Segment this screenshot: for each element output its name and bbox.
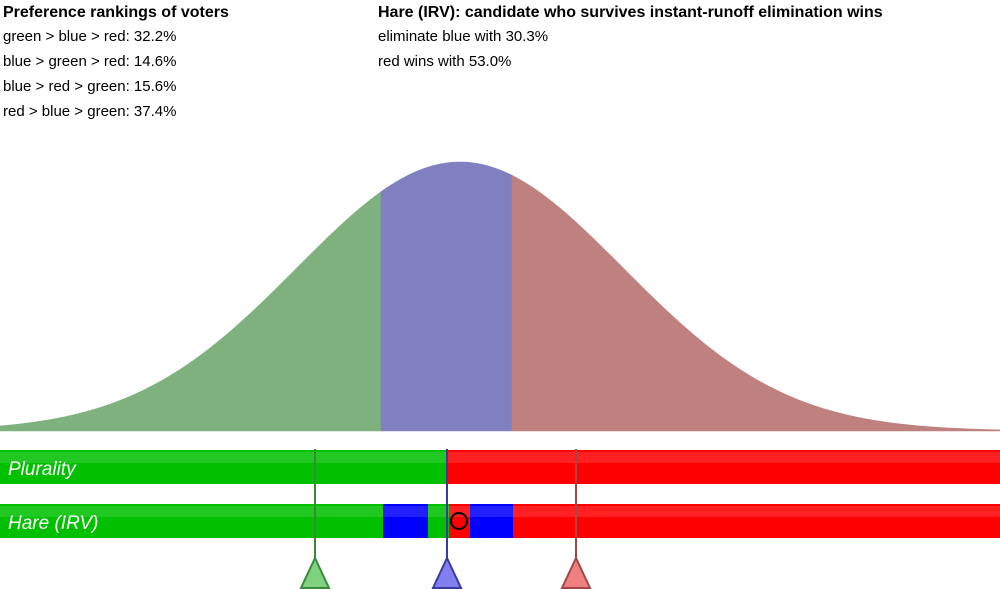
green-voter-region xyxy=(0,191,382,432)
red-segment xyxy=(449,504,470,538)
green-candidate-triangle[interactable] xyxy=(299,555,331,589)
red-candidate-triangle[interactable] xyxy=(560,555,592,589)
bar-highlight xyxy=(383,506,428,517)
median-voter-marker xyxy=(450,512,468,530)
blue-segment xyxy=(470,504,513,538)
red-segment xyxy=(513,504,1000,538)
preference-ranking: blue > green > red: 14.6% xyxy=(3,53,177,70)
preference-ranking: red > blue > green: 37.4% xyxy=(3,103,177,120)
bar-highlight xyxy=(449,506,470,517)
bar-highlight xyxy=(428,506,449,517)
candidate-markers xyxy=(299,449,592,589)
red-segment xyxy=(446,450,1000,484)
outcome-bars: Plurality Hare (IRV) xyxy=(0,450,1000,538)
bar-highlight xyxy=(0,452,446,463)
bar-highlight xyxy=(446,452,1000,463)
red-voter-region xyxy=(511,174,1000,432)
preference-ranking: green > blue > red: 32.2% xyxy=(3,28,177,45)
voter-distribution-curve xyxy=(0,161,1000,432)
result-panel: Hare (IRV): candidate who survives insta… xyxy=(378,2,883,74)
preference-title: Preference rankings of voters xyxy=(3,4,229,21)
bar-highlight xyxy=(513,506,1000,517)
result-title: Hare (IRV): candidate who survives insta… xyxy=(378,4,883,21)
blue-voter-region xyxy=(380,161,513,432)
result-step: eliminate blue with 30.3% xyxy=(378,28,549,45)
blue-candidate-triangle[interactable] xyxy=(431,555,463,589)
bar-highlight xyxy=(0,506,383,517)
preference-ranking: blue > red > green: 15.6% xyxy=(3,78,177,95)
green-segment xyxy=(428,504,449,538)
bar-highlight xyxy=(470,506,513,517)
result-step: red wins with 53.0% xyxy=(378,53,512,70)
blue-segment xyxy=(383,504,428,538)
preference-panel: Preference rankings of voters green > bl… xyxy=(3,2,229,124)
bar-label: Hare (IRV) xyxy=(8,513,98,534)
bar-label: Plurality xyxy=(8,459,77,480)
green-segment xyxy=(0,504,383,538)
green-segment xyxy=(0,450,446,484)
